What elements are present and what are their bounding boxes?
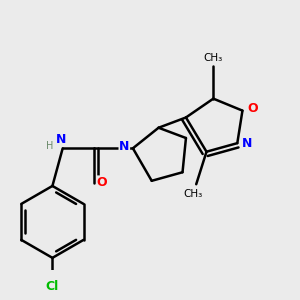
Text: N: N (56, 133, 66, 146)
Text: H: H (46, 140, 53, 151)
Text: CH₃: CH₃ (204, 52, 223, 63)
Text: N: N (119, 140, 130, 153)
Text: CH₃: CH₃ (183, 189, 202, 199)
Text: O: O (97, 176, 107, 189)
Text: Cl: Cl (46, 280, 59, 293)
Text: O: O (248, 102, 258, 116)
Text: N: N (242, 137, 252, 150)
